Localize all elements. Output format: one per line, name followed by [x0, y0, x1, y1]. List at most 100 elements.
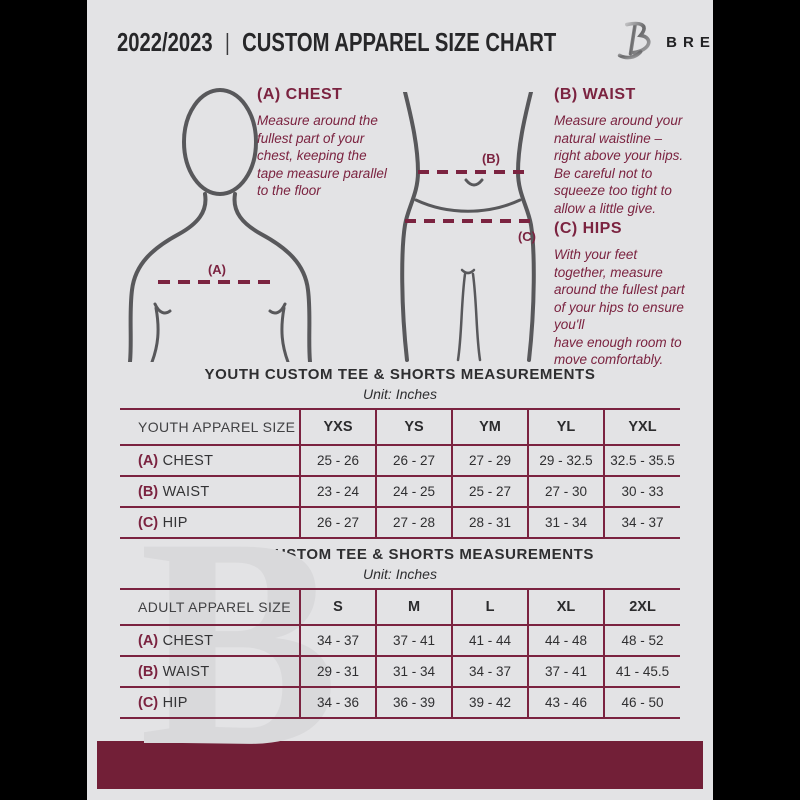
page-title: CUSTOM APPAREL SIZE CHART [242, 26, 557, 56]
measurement-cell: 43 - 46 [527, 686, 604, 719]
row-marker: (A) [138, 632, 159, 649]
measurement-cell: 24 - 25 [375, 475, 452, 508]
row-label-cell: (C) HIP [120, 506, 300, 539]
season-label: 2022/2023 [117, 26, 213, 56]
measurement-cell: 26 - 27 [299, 506, 376, 539]
hips-guide: (C) HIPS With your feet together, measur… [554, 220, 713, 369]
measurement-cell: 27 - 28 [375, 506, 452, 539]
measurement-cell: 34 - 37 [603, 506, 680, 539]
row-name: HIP [162, 514, 188, 531]
waist-measure-line: (B) [418, 151, 531, 174]
measurement-cell: 44 - 48 [527, 624, 604, 657]
size-column-header: S [299, 588, 376, 626]
measurement-cell: 29 - 32.5 [527, 444, 604, 477]
measurement-cell: 28 - 31 [451, 506, 528, 539]
adult-unit-label: Unit: Inches [363, 566, 437, 582]
measurement-cell: 36 - 39 [375, 686, 452, 719]
chest-guide: (A) CHEST Measure around the fullest par… [257, 86, 417, 200]
size-column-header: M [375, 588, 452, 626]
row-marker: (A) [138, 452, 159, 469]
size-column-header: YXL [603, 408, 680, 446]
brand-group: BREAKAWAY [616, 18, 713, 67]
row-label-cell: (A) CHEST [120, 444, 300, 477]
measurement-cell: 27 - 30 [527, 475, 604, 508]
measurement-cell: 32.5 - 35.5 [603, 444, 680, 477]
chest-measure-line: (A) [158, 262, 273, 284]
row-name: CHEST [162, 452, 214, 469]
chest-heading: (A) CHEST [257, 86, 343, 103]
table-row: (B) WAIST 29 - 31 31 - 34 34 - 37 37 - 4… [120, 655, 680, 688]
measurement-cell: 37 - 41 [527, 655, 604, 688]
row-name: WAIST [162, 663, 210, 680]
brand-name: BREAKAWAY [666, 33, 713, 51]
measurement-cell: 34 - 36 [299, 686, 376, 719]
hips-heading: (C) HIPS [554, 220, 622, 237]
size-column-header: L [451, 588, 528, 626]
waist-instructions: Measure around your natural waistline – … [554, 113, 684, 216]
lower-torso-figure: (B) (C) [400, 92, 538, 362]
waist-heading: (B) WAIST [554, 86, 636, 103]
measurement-cell: 37 - 41 [375, 624, 452, 657]
size-chart-page: 2022/2023 | CUSTOM APPAREL SIZE CHART [87, 0, 713, 800]
row-marker: (C) [138, 514, 159, 531]
size-column-header: YL [527, 408, 604, 446]
row-marker: (B) [138, 663, 159, 680]
measurement-cell: 39 - 42 [451, 686, 528, 719]
row-name: WAIST [162, 483, 210, 500]
size-column-header: 2XL [603, 588, 680, 626]
marker-c-label: (C) [518, 229, 536, 244]
table-row: (A) CHEST 34 - 37 37 - 41 41 - 44 44 - 4… [120, 624, 680, 657]
measurement-cell: 30 - 33 [603, 475, 680, 508]
measurement-cell: 31 - 34 [375, 655, 452, 688]
measurement-cell: 25 - 27 [451, 475, 528, 508]
measurement-cell: 25 - 26 [299, 444, 376, 477]
table-row: (C) HIP 26 - 27 27 - 28 28 - 31 31 - 34 … [120, 506, 680, 539]
breakaway-logo-icon [616, 18, 656, 67]
row-marker: (B) [138, 483, 159, 500]
youth-size-table: YOUTH APPAREL SIZE YXS YS YM YL YXL (A) … [120, 408, 680, 539]
measurement-cell: 48 - 52 [603, 624, 680, 657]
hips-instructions: With your feet together, measure around … [554, 247, 685, 367]
size-column-header: YM [451, 408, 528, 446]
measurement-cell: 46 - 50 [603, 686, 680, 719]
measurement-cell: 27 - 29 [451, 444, 528, 477]
size-column-header: YXS [299, 408, 376, 446]
measurement-cell: 29 - 31 [299, 655, 376, 688]
youth-unit-label: Unit: Inches [363, 386, 437, 402]
footer-accent-bar [97, 741, 703, 789]
page-header: 2022/2023 | CUSTOM APPAREL SIZE CHART [87, 21, 713, 62]
row-name: CHEST [162, 632, 214, 649]
row-marker: (C) [138, 694, 159, 711]
row-name: HIP [162, 694, 188, 711]
table-row: (B) WAIST 23 - 24 24 - 25 25 - 27 27 - 3… [120, 475, 680, 508]
row-label-cell: (C) HIP [120, 686, 300, 719]
table-row: (A) CHEST 25 - 26 26 - 27 27 - 29 29 - 3… [120, 444, 680, 477]
header-divider: | [225, 28, 230, 55]
table-header-row: ADULT APPAREL SIZE S M L XL 2XL [120, 588, 680, 626]
marker-a-label: (A) [208, 262, 226, 277]
youth-size-label: YOUTH APPAREL SIZE [120, 408, 300, 446]
table-row: (C) HIP 34 - 36 36 - 39 39 - 42 43 - 46 … [120, 686, 680, 719]
measurement-cell: 41 - 44 [451, 624, 528, 657]
waist-guide: (B) WAIST Measure around your natural wa… [554, 86, 709, 217]
youth-table-title: YOUTH CUSTOM TEE & SHORTS MEASUREMENTS [204, 366, 596, 383]
measurement-cell: 41 - 45.5 [603, 655, 680, 688]
row-label-cell: (A) CHEST [120, 624, 300, 657]
upper-body-figure: (A) [128, 88, 312, 362]
measurement-cell: 23 - 24 [299, 475, 376, 508]
measurement-cell: 34 - 37 [451, 655, 528, 688]
hips-measure-line: (C) [405, 219, 538, 244]
adult-size-label: ADULT APPAREL SIZE [120, 588, 300, 626]
adult-size-table: ADULT APPAREL SIZE S M L XL 2XL (A) CHES… [120, 588, 680, 719]
table-header-row: YOUTH APPAREL SIZE YXS YS YM YL YXL [120, 408, 680, 446]
adult-table-title: ADULT CUSTOM TEE & SHORTS MEASUREMENTS [205, 546, 595, 563]
measurement-cell: 34 - 37 [299, 624, 376, 657]
marker-b-label: (B) [482, 151, 500, 166]
chest-instructions: Measure around the fullest part of your … [257, 113, 387, 198]
measurement-cell: 26 - 27 [375, 444, 452, 477]
row-label-cell: (B) WAIST [120, 655, 300, 688]
size-column-header: XL [527, 588, 604, 626]
measurement-cell: 31 - 34 [527, 506, 604, 539]
header-title-group: 2022/2023 | CUSTOM APPAREL SIZE CHART [117, 27, 556, 57]
size-column-header: YS [375, 408, 452, 446]
